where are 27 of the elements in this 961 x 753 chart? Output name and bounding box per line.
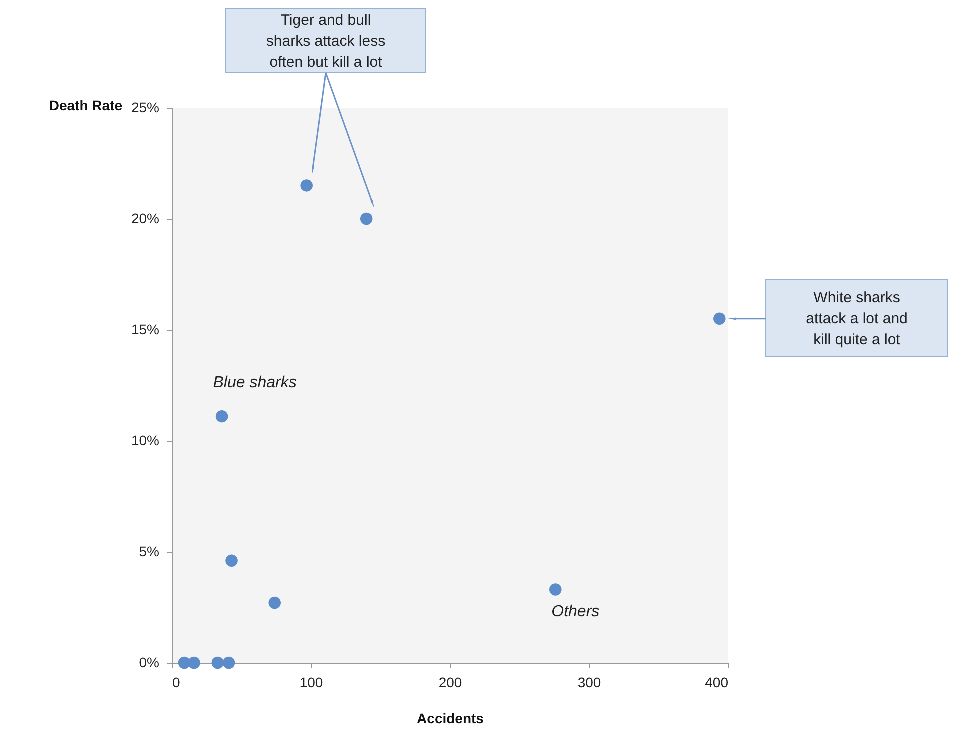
y-axis-title: Death Rate <box>49 98 123 114</box>
point <box>714 312 726 326</box>
point <box>268 596 281 610</box>
y-tick-label: 25% <box>131 100 160 116</box>
point <box>550 584 562 596</box>
point <box>188 656 200 670</box>
x-tick-label: 100 <box>300 674 324 690</box>
x-tick-label: 0 <box>172 674 180 690</box>
annotation: Others <box>552 604 600 621</box>
y-tick-label: 10% <box>131 432 160 448</box>
x-tick-label: 400 <box>705 674 729 690</box>
point <box>360 212 373 226</box>
annotation: Blue sharks <box>213 374 297 392</box>
y-tick-label: 0% <box>139 654 160 670</box>
x-axis-title: Accidents <box>417 710 484 726</box>
point <box>216 410 228 423</box>
x-tick-label: 200 <box>438 674 462 690</box>
point <box>222 656 236 670</box>
point <box>226 554 238 567</box>
point <box>300 180 313 192</box>
text: White sharks attack a lot and kill quite a lot <box>806 290 908 348</box>
point <box>212 656 224 670</box>
y-tick-label: 5% <box>139 544 160 560</box>
y-tick-label: 15% <box>131 322 160 338</box>
y-tick-label: 20% <box>131 210 160 226</box>
text: Tiger and bull sharks attack less often but kill a lot <box>266 12 386 71</box>
x-tick-label: 300 <box>578 674 602 690</box>
